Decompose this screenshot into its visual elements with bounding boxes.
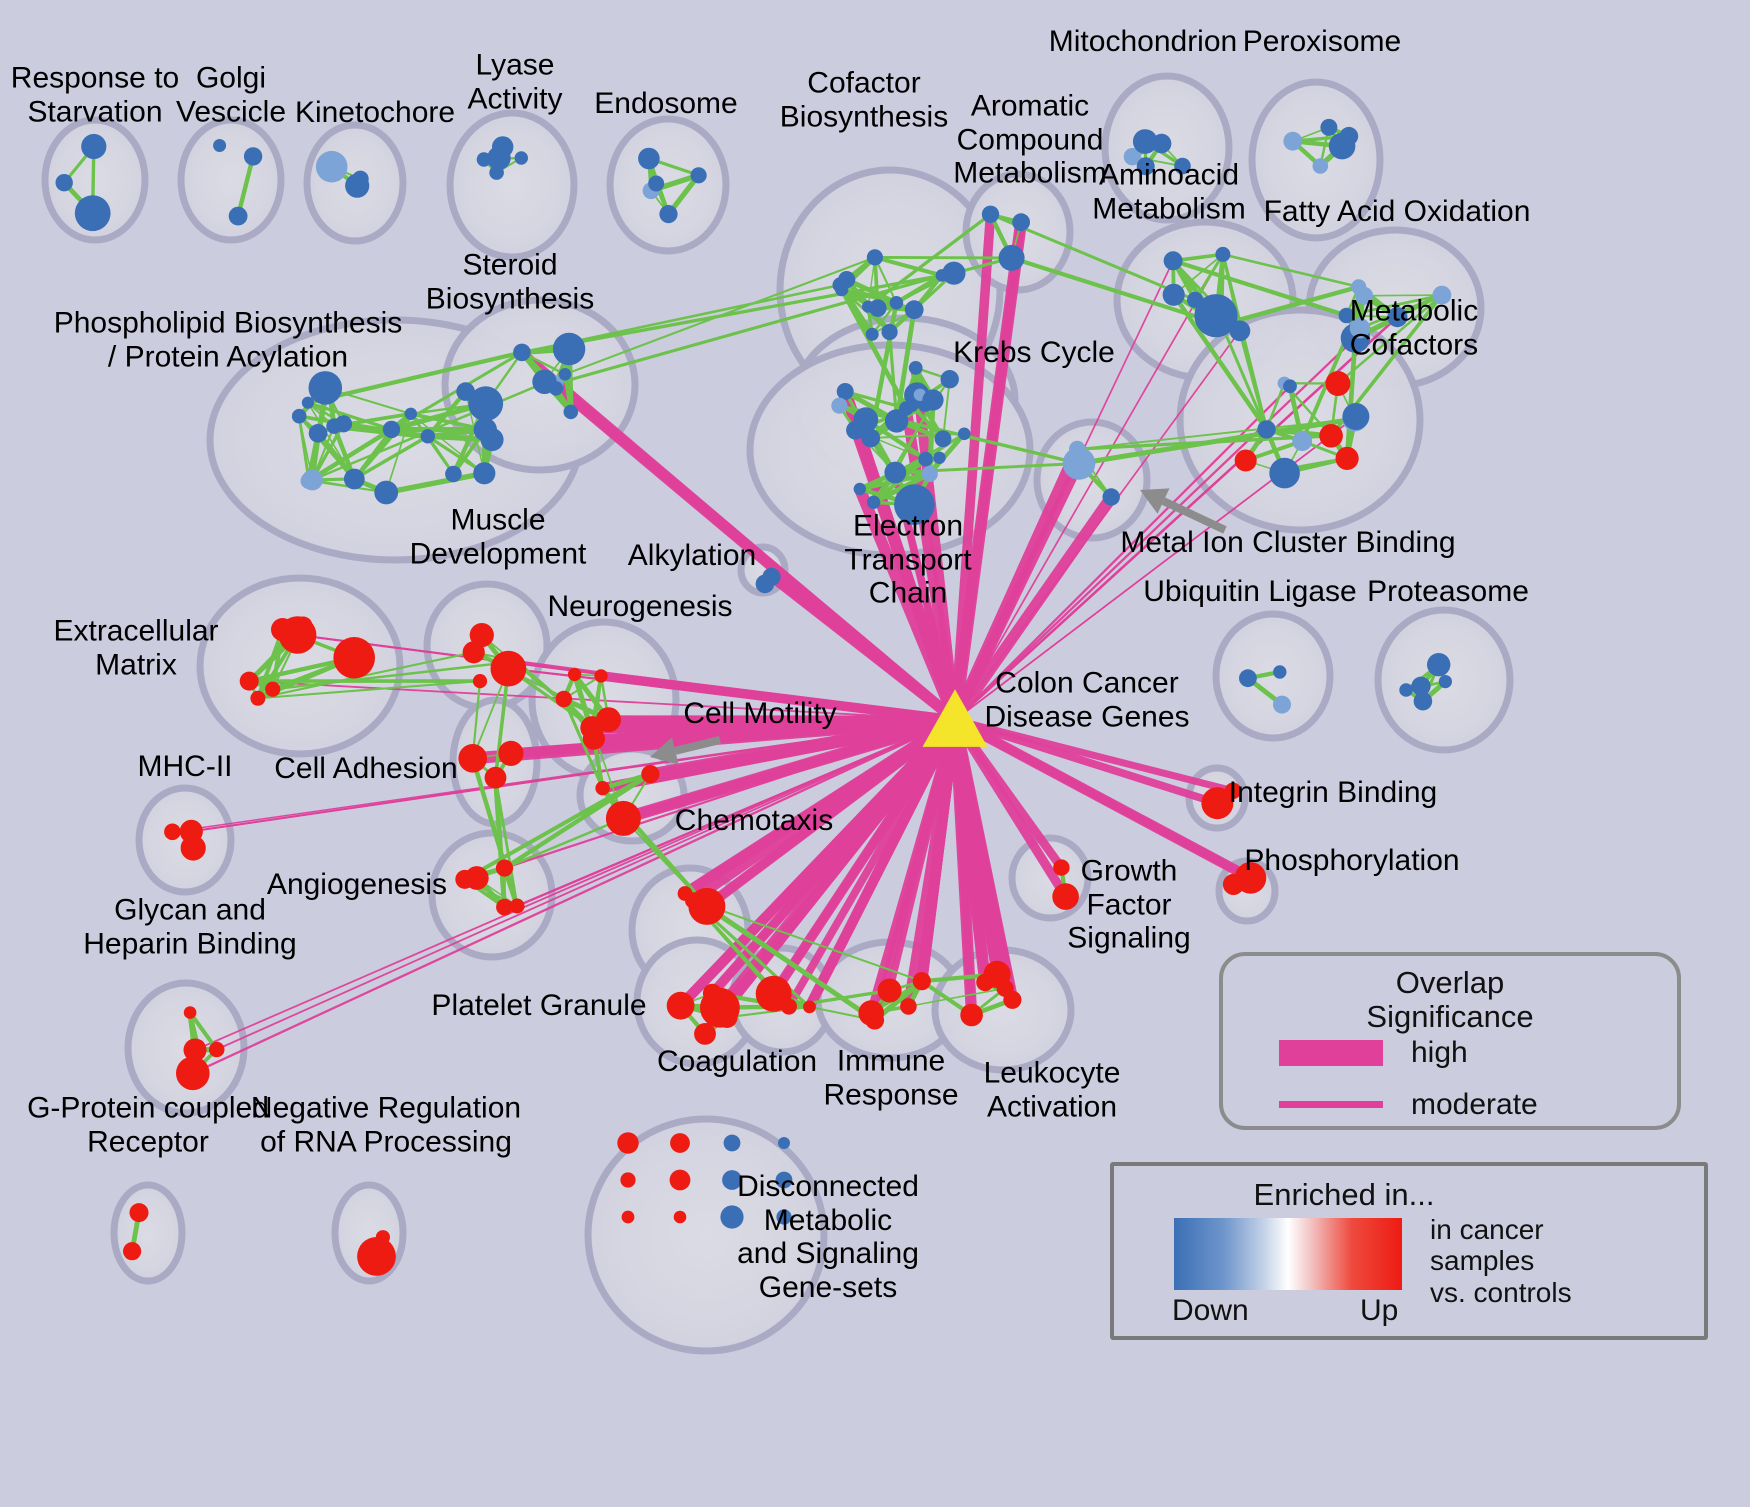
enrichment-color-gradient [1174, 1218, 1402, 1290]
significance-edges [172, 213, 1399, 1075]
legend-overlap-significance: Overlap Significance high moderate [1219, 952, 1681, 1130]
annotation-arrows [650, 488, 1227, 765]
gene-set-nodes [55, 118, 1452, 1276]
legend-enriched-in: Enriched in... Down Up in cancer samples… [1110, 1162, 1708, 1340]
legend-side-label: in cancer samples vs. controls [1430, 1214, 1572, 1308]
legend-high-label: high [1411, 1036, 1468, 1069]
legend-up-label: Up [1360, 1294, 1399, 1327]
legend-moderate-label: moderate [1411, 1088, 1538, 1121]
legend-down-label: Down [1172, 1294, 1249, 1327]
legend-overlap-title: Overlap Significance [1366, 965, 1534, 1035]
legend-moderate-swatch [1279, 1101, 1383, 1108]
legend-high-swatch [1279, 1040, 1383, 1066]
cluster-halos [41, 72, 1514, 1355]
legend-enriched-title: Enriched in... [1253, 1177, 1435, 1212]
hub-node[interactable] [922, 689, 988, 747]
